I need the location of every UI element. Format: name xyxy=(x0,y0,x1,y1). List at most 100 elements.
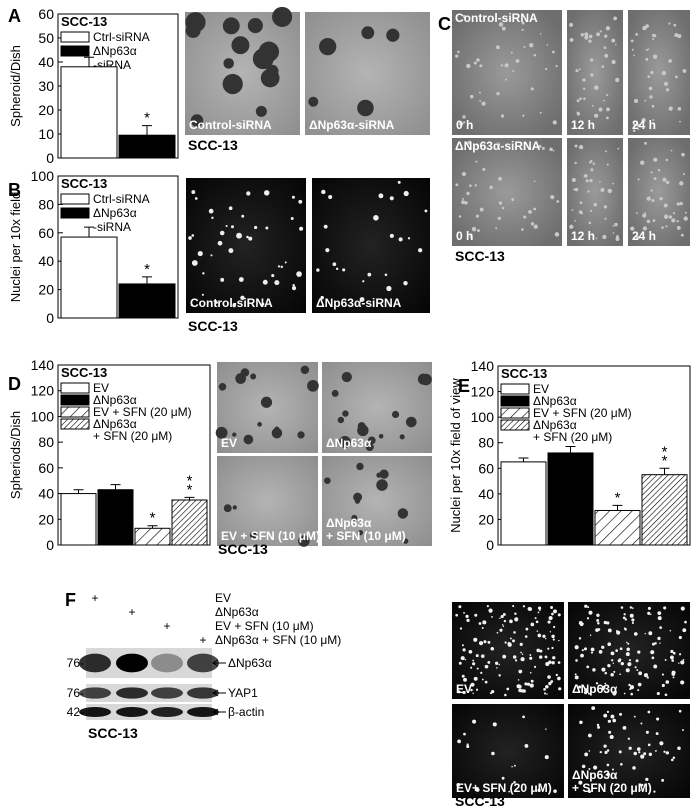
micrograph-texture xyxy=(457,50,460,54)
micrograph-texture xyxy=(271,427,283,439)
micrograph-texture xyxy=(604,34,608,38)
micrograph-texture xyxy=(672,212,676,215)
micrograph-texture xyxy=(468,649,473,654)
micrograph-texture xyxy=(575,659,578,662)
micrograph-texture xyxy=(546,44,549,46)
micrograph-texture xyxy=(465,614,469,619)
micrograph-texture xyxy=(461,674,465,678)
micrograph-texture xyxy=(498,663,500,666)
micrograph-texture xyxy=(475,654,479,658)
y-tick-label: 0 xyxy=(486,537,494,553)
micrograph-texture xyxy=(615,77,620,83)
micrograph-texture xyxy=(601,645,605,649)
micrograph-texture xyxy=(472,692,474,695)
legend-label: Ctrl-siRNA xyxy=(93,192,150,206)
micrograph-texture xyxy=(646,219,651,224)
micrograph-texture xyxy=(620,606,624,609)
micrograph-texture xyxy=(557,661,561,664)
micrograph-texture xyxy=(489,692,493,695)
micrograph-texture xyxy=(241,214,245,218)
micrograph-texture xyxy=(580,653,584,658)
micrograph xyxy=(452,138,562,246)
micrograph-texture xyxy=(590,651,594,654)
micrograph-texture xyxy=(650,613,652,616)
micrograph-texture xyxy=(477,229,480,233)
micrograph-texture xyxy=(389,233,394,238)
micrograph-texture xyxy=(509,619,513,624)
micrograph-texture xyxy=(579,201,583,205)
band-label: ΔNp63α xyxy=(228,656,272,670)
error-bar xyxy=(142,125,152,136)
micrograph-texture xyxy=(665,751,669,755)
micrograph-texture xyxy=(648,752,653,757)
micrograph-texture xyxy=(585,179,589,183)
micrograph-texture xyxy=(599,180,601,183)
micrograph-texture xyxy=(487,660,491,664)
micrograph-texture xyxy=(208,208,214,214)
micrograph-texture xyxy=(466,618,470,622)
micrograph-texture xyxy=(651,656,655,660)
micrograph-texture xyxy=(647,75,651,79)
micrograph-texture xyxy=(246,191,251,196)
micrograph-texture xyxy=(583,97,586,100)
micrograph-texture xyxy=(625,652,630,657)
micrograph-texture xyxy=(498,176,502,181)
micrograph-texture xyxy=(651,198,655,202)
micrograph-texture xyxy=(628,659,632,662)
micrograph-texture xyxy=(341,371,352,383)
y-axis-label: Nuclei per 10x field xyxy=(8,192,23,303)
micrograph-texture xyxy=(644,211,647,214)
micrograph-texture xyxy=(357,99,374,117)
micrograph-texture xyxy=(542,634,546,638)
micrograph-texture xyxy=(584,752,589,757)
micrograph-texture xyxy=(403,190,409,197)
micrograph-texture xyxy=(530,679,534,683)
micrograph-texture xyxy=(378,433,384,439)
chart-title: SCC-13 xyxy=(501,366,547,381)
micrograph-texture xyxy=(533,224,538,229)
micrograph-texture xyxy=(682,69,687,73)
micrograph-texture xyxy=(502,654,507,659)
lane-marker: + xyxy=(128,605,135,619)
micrograph-texture xyxy=(605,26,611,31)
micrograph-texture xyxy=(228,248,234,254)
micrograph-texture xyxy=(661,70,667,76)
micrograph-texture xyxy=(238,277,244,282)
micrograph xyxy=(185,12,300,135)
micrograph-texture xyxy=(588,221,592,225)
micrograph-texture xyxy=(476,667,479,670)
micrograph-texture xyxy=(420,373,432,386)
chart-title: SCC-13 xyxy=(61,176,107,191)
micrograph-texture xyxy=(505,78,507,81)
micrograph-texture xyxy=(569,224,574,229)
micrograph-texture xyxy=(536,648,541,653)
image-label: Control-siRNA xyxy=(189,118,272,132)
micrograph-texture xyxy=(284,261,287,264)
micrograph-texture xyxy=(657,636,661,641)
micrograph-texture xyxy=(232,505,237,510)
micrograph-texture xyxy=(480,654,485,658)
micrograph-texture xyxy=(596,723,600,727)
micrograph-texture xyxy=(558,687,562,691)
micrograph-texture xyxy=(584,35,589,40)
micrograph-texture xyxy=(604,150,607,153)
legend-label: EV xyxy=(93,381,109,395)
micrograph-texture xyxy=(593,765,598,770)
micrograph-texture xyxy=(462,197,465,200)
micrograph-texture xyxy=(599,750,602,754)
micrograph-texture xyxy=(478,641,484,646)
micrograph-texture xyxy=(290,217,294,221)
micrograph-texture xyxy=(342,410,349,417)
micrograph-texture xyxy=(481,627,484,630)
micrograph-texture xyxy=(665,88,670,92)
micrograph-texture xyxy=(332,262,337,267)
micrograph-texture xyxy=(399,434,405,440)
micrograph-texture xyxy=(510,51,513,54)
micrograph-texture xyxy=(470,682,475,687)
micrograph-texture xyxy=(596,613,600,617)
micrograph-texture xyxy=(320,295,324,300)
micrograph-texture xyxy=(470,666,473,669)
micrograph-texture xyxy=(590,168,594,172)
